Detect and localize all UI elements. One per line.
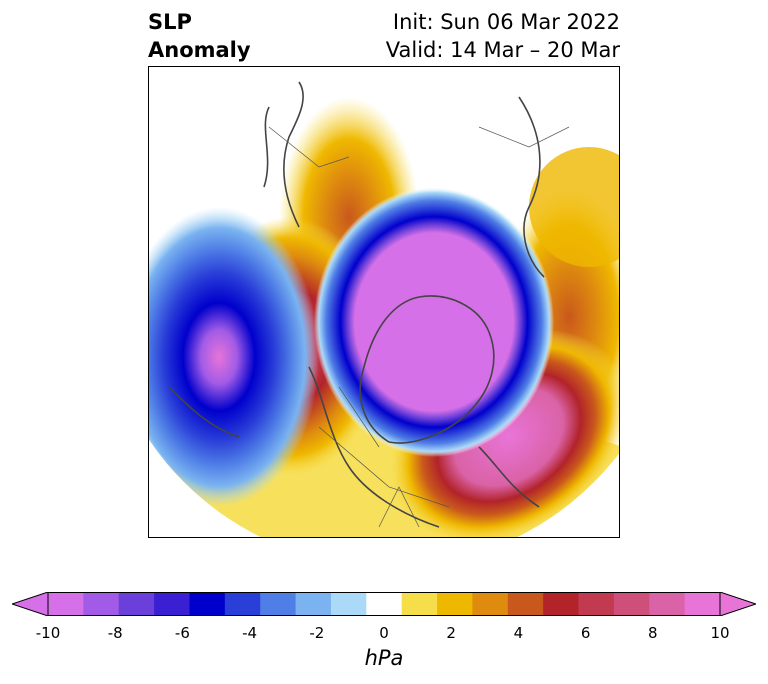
- colorbar-bin: [649, 592, 686, 616]
- colorbar-tick-label: -10: [35, 624, 61, 642]
- colorbar-bin: [83, 592, 120, 616]
- coastlines: [168, 81, 545, 528]
- anomaly-field: [149, 97, 619, 537]
- colorbar-tick-label: -8: [107, 624, 123, 642]
- colorbar-extend-low: [12, 592, 49, 616]
- colorbar-bin: [578, 592, 615, 616]
- title-variable: SLP: [148, 10, 192, 34]
- borders: [268, 126, 570, 528]
- colorbar-bin: [613, 592, 650, 616]
- negative-arctic: [314, 187, 554, 457]
- colorbar-bin: [260, 592, 297, 616]
- colorbar-bin: [437, 592, 473, 616]
- colorbar-tick-label: 0: [379, 624, 389, 642]
- colorbar-tick-label: 2: [446, 624, 456, 642]
- colorbar-tick-label: -2: [309, 624, 325, 642]
- title-anomaly: Anomaly: [148, 38, 251, 62]
- plot-title-right: Init: Sun 06 Mar 2022 Valid: 14 Mar – 20…: [386, 8, 620, 64]
- colorbar-bin: [507, 592, 544, 616]
- colorbar-bin: [48, 592, 84, 616]
- colorbar-tick-label: -6: [174, 624, 190, 642]
- colorbar-tick-label: 10: [710, 624, 730, 642]
- colorbar-bin: [684, 592, 721, 616]
- colorbar-frame: [47, 592, 721, 616]
- colorbar-tick-label: 4: [513, 624, 524, 642]
- colorbar-bin: [118, 592, 155, 616]
- negative-north-pacific: [149, 207, 319, 507]
- init-date: Init: Sun 06 Mar 2022: [392, 10, 620, 34]
- colorbar-tick-label: 8: [648, 624, 658, 642]
- colorbar-bin: [295, 592, 332, 616]
- positive-east-siberia: [529, 147, 619, 267]
- plot-title-left: SLP Anomaly: [148, 8, 251, 64]
- colorbar-bin: [543, 592, 580, 616]
- slp-anomaly-map: [149, 81, 619, 537]
- colorbar-tick-label: 6: [580, 624, 591, 642]
- colorbar-bin: [154, 592, 190, 616]
- colorbar-bin: [472, 592, 509, 616]
- colorbar: [12, 592, 756, 616]
- map-panel: [148, 66, 620, 538]
- colorbar-bin: [189, 592, 226, 616]
- colorbar-tick-label: -4: [242, 624, 258, 642]
- valid-range: Valid: 14 Mar – 20 Mar: [385, 38, 620, 62]
- colorbar-bin: [330, 592, 367, 616]
- colorbar-units: hPa: [364, 646, 404, 670]
- colorbar-bin: [224, 592, 261, 616]
- colorbar-bin: [366, 592, 403, 616]
- colorbar-extend-high: [719, 592, 756, 616]
- colorbar-bin: [401, 592, 438, 616]
